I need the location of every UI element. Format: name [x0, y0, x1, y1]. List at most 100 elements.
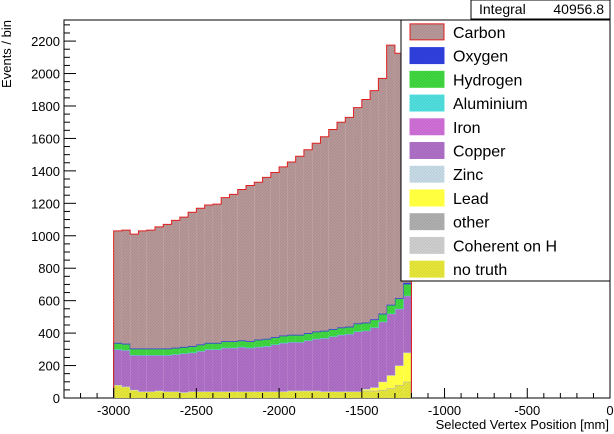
bar-hatch: [287, 342, 296, 391]
y-tick-label: 800: [38, 261, 60, 276]
bar-hatch: [229, 391, 238, 398]
legend-label: Coherent on H: [453, 238, 557, 255]
bar-hatch: [361, 99, 371, 323]
legend-swatch-hatch: [410, 47, 444, 64]
bar-hatch: [204, 391, 213, 398]
bar-hatch: [130, 349, 139, 356]
bar-hatch: [155, 226, 164, 349]
bar-hatch: [196, 208, 205, 345]
bar-hatch: [386, 388, 395, 398]
legend-entry: no truth: [409, 260, 507, 279]
bar-hatch: [212, 343, 222, 350]
bar-hatch: [146, 355, 155, 392]
bar-hatch: [155, 349, 164, 356]
x-tick-label: -500: [514, 403, 540, 418]
bar-segment: [394, 365, 404, 386]
bar-hatch: [337, 328, 346, 335]
y-tick-label: 2000: [31, 67, 60, 82]
bar-hatch: [196, 350, 205, 392]
bar-hatch: [163, 391, 172, 398]
bar-hatch: [386, 305, 395, 314]
bar-hatch: [378, 314, 387, 322]
bar-hatch: [295, 335, 304, 343]
legend-entry: Zinc: [409, 165, 483, 184]
bar-hatch: [171, 220, 180, 348]
bar-hatch: [254, 391, 263, 398]
bar-hatch: [287, 161, 296, 335]
bar-hatch: [113, 385, 122, 398]
legend-label: Oxygen: [453, 49, 508, 66]
y-tick-label: 1000: [31, 229, 60, 244]
bar-hatch: [337, 391, 346, 398]
bar-hatch: [386, 313, 395, 376]
bar-hatch: [312, 338, 321, 391]
bar-hatch: [378, 78, 387, 314]
bar-hatch: [287, 335, 296, 343]
bar-hatch: [320, 337, 329, 392]
bar-hatch: [279, 391, 288, 398]
bar-hatch: [171, 391, 180, 398]
bar-hatch: [403, 295, 412, 353]
legend-label: other: [453, 215, 490, 232]
legend-label: Copper: [453, 144, 506, 161]
legend-swatch-hatch: [410, 23, 444, 40]
bar-hatch: [171, 348, 180, 355]
bar-hatch: [188, 391, 197, 398]
x-tick-label: -2500: [180, 403, 213, 418]
bar-hatch: [146, 230, 155, 349]
bar-hatch: [130, 234, 139, 349]
legend-entry: other: [409, 213, 490, 232]
bar-hatch: [146, 391, 155, 398]
x-axis-title: Selected Vertex Position [mm]: [436, 417, 609, 432]
bar-hatch: [394, 385, 404, 398]
bar-hatch: [155, 355, 164, 391]
y-tick-label: 0: [53, 391, 60, 406]
bar-hatch: [270, 337, 280, 345]
legend-label: Aluminium: [453, 96, 528, 113]
bar-hatch: [270, 344, 280, 392]
bar-hatch: [328, 329, 337, 337]
bar-hatch: [370, 320, 379, 328]
bar-hatch: [345, 333, 354, 392]
legend-swatch-hatch: [410, 261, 444, 278]
bar-hatch: [287, 390, 296, 398]
bar-hatch: [212, 349, 222, 392]
bar-segment: [361, 389, 371, 391]
bar-hatch: [270, 172, 280, 338]
bar-hatch: [361, 323, 371, 331]
bar-hatch: [138, 355, 147, 392]
bar-hatch: [353, 391, 362, 398]
bar-hatch: [212, 204, 222, 343]
bar-segment: [386, 375, 395, 389]
bar-hatch: [188, 212, 197, 347]
series-zinc: [113, 352, 412, 398]
y-tick-label: 2200: [31, 34, 60, 49]
legend-swatch-hatch: [410, 166, 444, 183]
bar-hatch: [303, 149, 313, 334]
bar-hatch: [188, 352, 197, 392]
bar-hatch: [237, 391, 246, 398]
bar-hatch: [370, 327, 379, 388]
bar-hatch: [204, 204, 213, 343]
bar-hatch: [196, 391, 205, 398]
bar-hatch: [179, 347, 189, 354]
bar-hatch: [130, 355, 139, 390]
legend-entry: Hydrogen: [409, 70, 522, 89]
bar-hatch: [386, 45, 395, 305]
bar-hatch: [155, 390, 164, 398]
bar-hatch: [320, 136, 329, 331]
bar-hatch: [361, 390, 371, 398]
bar-hatch: [345, 327, 354, 334]
stats-label: Integral: [479, 1, 526, 17]
bar-hatch: [328, 129, 337, 330]
bar-hatch: [394, 299, 404, 309]
legend-label: Hydrogen: [453, 72, 522, 89]
bar-hatch: [262, 177, 271, 339]
legend-swatch-hatch: [410, 118, 444, 135]
bar-hatch: [279, 336, 288, 343]
bar-hatch: [303, 390, 313, 398]
y-axis-title: Events / bin: [0, 20, 14, 88]
bar-hatch: [295, 390, 304, 398]
bar-hatch: [138, 349, 147, 356]
